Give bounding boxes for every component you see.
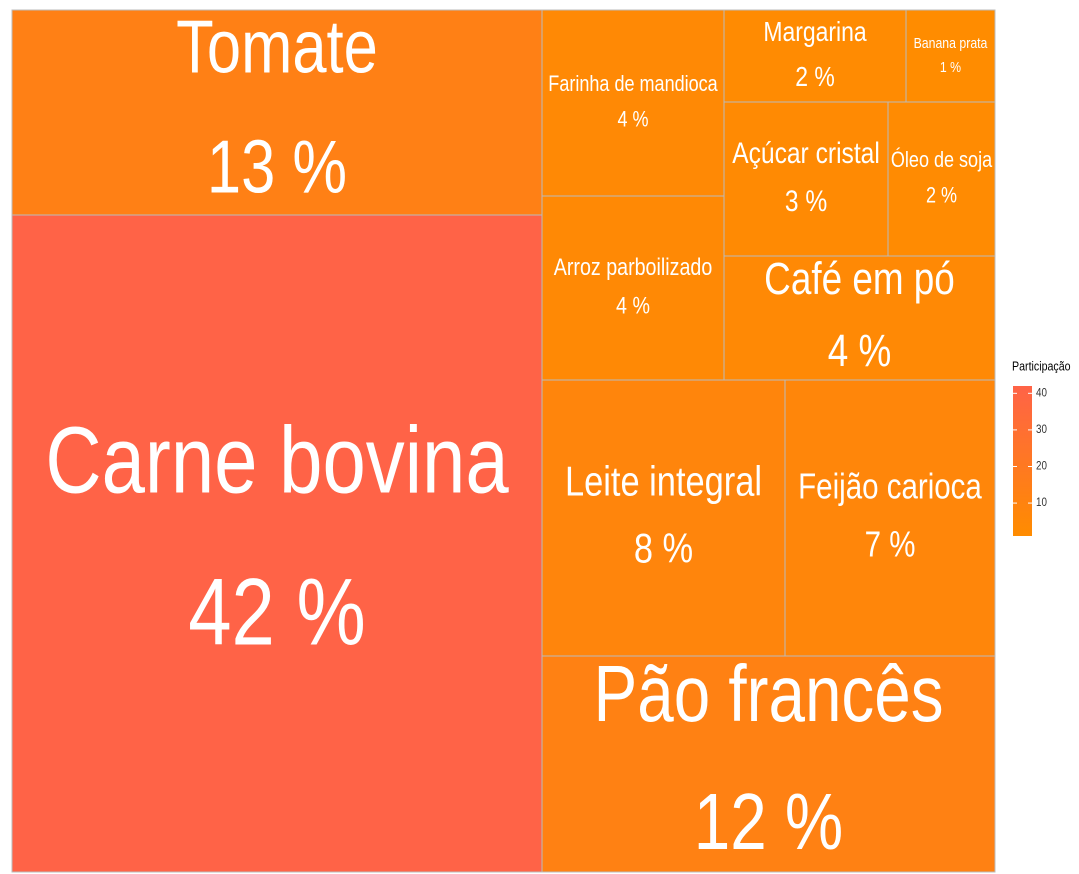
tile-label: Carne bovina [45,407,509,513]
tile-value: 4 % [617,108,648,132]
tile-value: 3 % [785,184,827,218]
tile-value: 7 % [865,523,916,563]
legend-tick-label: 20 [1036,460,1047,473]
tile [723,9,907,103]
tile-label: Feijão carioca [798,466,982,506]
tile [541,195,725,381]
tile-label: Farinha de mandioca [548,73,718,97]
tile-value: 2 % [926,184,957,208]
legend-tick-label: 30 [1036,423,1047,436]
tile-value: 1 % [940,59,961,75]
tile-value: 8 % [634,526,693,573]
tile-label: Leite integral [565,458,762,505]
tile [541,9,725,197]
tile-label: Tomate [176,5,378,89]
tile-value: 4 % [828,325,892,375]
tile [541,655,996,873]
tile [11,9,543,216]
legend-colorbar [1013,386,1032,536]
tile [723,101,889,257]
tile [905,9,996,103]
tile-label: Pão francês [593,649,943,739]
legend-title: Participação [1012,358,1071,373]
legend-tick-label: 40 [1036,387,1047,400]
tile [887,101,996,257]
legend-tick-label: 10 [1036,496,1047,509]
tile-value: 4 % [616,292,650,319]
tile [784,379,996,657]
tile-label: Açúcar cristal [732,136,880,170]
tile-value: 12 % [694,777,844,867]
tile-label: Margarina [763,17,867,48]
tile-value: 42 % [188,559,366,665]
tile-label: Café em pó [764,253,955,303]
tile [11,214,543,873]
tile-label: Óleo de soja [891,148,993,173]
tile [541,379,786,657]
tile-value: 13 % [207,125,347,209]
tile-label: Banana prata [914,35,988,51]
tile-value: 2 % [795,62,835,93]
tile-label: Arroz parboilizado [554,253,713,280]
